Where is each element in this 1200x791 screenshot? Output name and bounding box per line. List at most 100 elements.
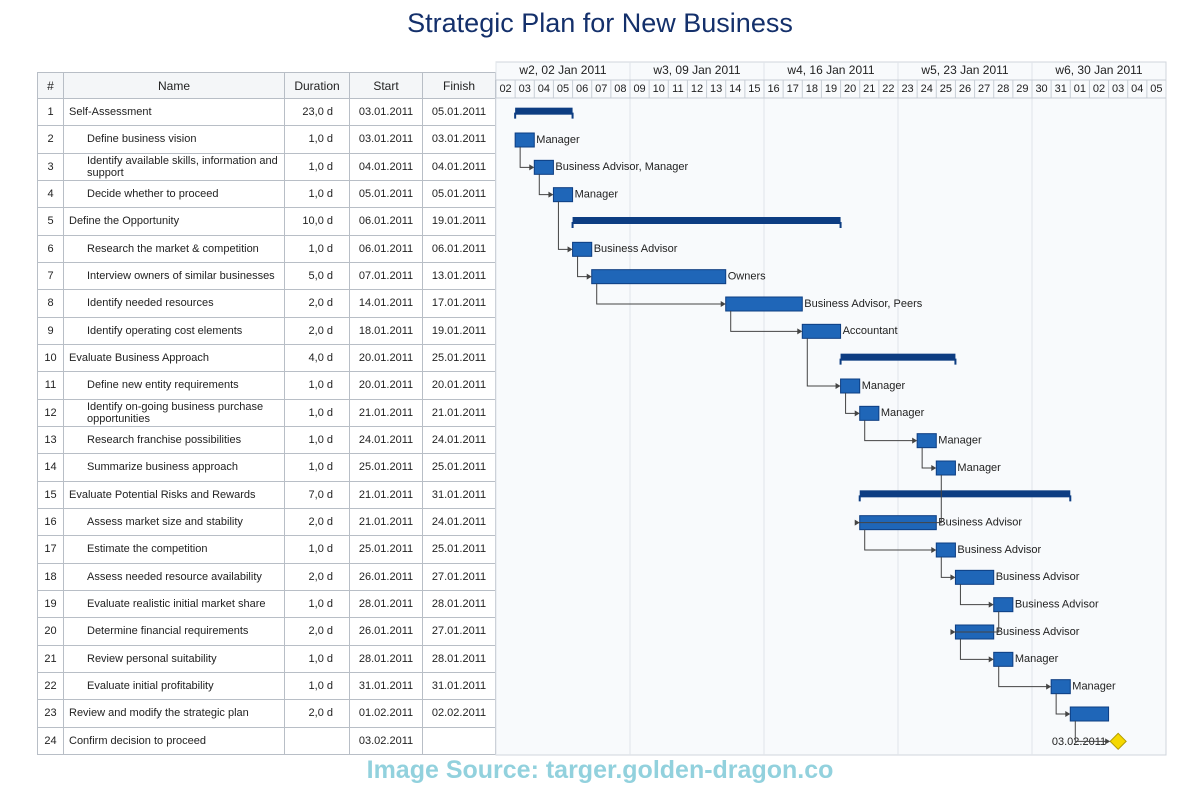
cell-name: Summarize business approach	[64, 454, 285, 482]
cell-start: 05.01.2011	[350, 181, 423, 209]
cell-start: 03.02.2011	[350, 727, 423, 755]
dependency	[596, 283, 725, 305]
cell-name: Confirm decision to proceed	[64, 727, 285, 755]
day-label: 22	[882, 83, 894, 95]
day-label: 24	[921, 83, 933, 95]
day-label: 05	[1150, 83, 1162, 95]
day-label: 07	[595, 83, 607, 95]
cell-id: 1	[37, 99, 64, 127]
summary-cap	[858, 495, 1072, 502]
column-header: Name	[64, 72, 285, 99]
cell-start: 20.01.2011	[350, 345, 423, 373]
cell-name: Assess market size and stability	[64, 509, 285, 537]
resource-label: Business Advisor	[1015, 599, 1099, 611]
cell-start: 04.01.2011	[350, 153, 423, 181]
cell-name: Evaluate realistic initial market share	[64, 591, 285, 619]
cell-id: 15	[37, 481, 64, 509]
cell-duration: 1,0 d	[285, 673, 350, 701]
day-label: 02	[499, 83, 511, 95]
day-label: 20	[844, 83, 856, 95]
dependency	[921, 447, 936, 469]
day-label: 23	[901, 83, 913, 95]
cell-name: Interview owners of similar businesses	[64, 263, 285, 291]
week-label: w6, 30 Jan 2011	[1054, 63, 1143, 77]
dependency-arrow	[835, 383, 841, 389]
cell-duration: 1,0 d	[285, 235, 350, 263]
dependency	[940, 557, 955, 578]
cell-start: 14.01.2011	[350, 290, 423, 318]
dependency	[519, 147, 534, 168]
cell-name: Assess needed resource availability	[64, 563, 285, 591]
day-label: 21	[863, 83, 875, 95]
resource-label: Business Advisor	[996, 571, 1080, 583]
resource-label: Business Advisor, Peers	[804, 298, 923, 310]
task-bar	[533, 159, 554, 175]
dependency-arrow	[854, 519, 860, 526]
cell-start: 21.01.2011	[350, 399, 423, 427]
dependency	[538, 174, 553, 196]
resource-label: Manager	[575, 189, 619, 201]
milestone	[1109, 732, 1127, 751]
cell-start: 18.01.2011	[350, 317, 423, 345]
task-bar	[916, 433, 937, 449]
cell-name: Evaluate Potential Risks and Rewards	[64, 481, 285, 509]
cell-id: 13	[37, 427, 64, 455]
day-label: 25	[940, 83, 952, 95]
dependency-arrow	[950, 574, 956, 581]
summary-bar	[572, 217, 841, 224]
cell-id: 14	[37, 454, 64, 482]
resource-label: Owners	[728, 271, 766, 283]
watermark: Image Source: targer.golden-dragon.co	[366, 756, 834, 784]
cell-duration: 1,0 d	[285, 645, 350, 673]
dependency	[858, 475, 942, 524]
cell-start: 07.01.2011	[350, 263, 423, 291]
milestone-label: 03.02.2011	[1052, 736, 1106, 748]
dependency-arrow	[1046, 683, 1052, 690]
resource-label: Business Advisor	[594, 243, 678, 255]
day-label: 27	[978, 83, 990, 95]
cell-start: 28.01.2011	[350, 645, 423, 673]
task-bar	[993, 597, 1014, 613]
cell-start: 25.01.2011	[350, 536, 423, 564]
task-bar	[993, 651, 1014, 667]
task-bar	[514, 132, 535, 148]
cell-name: Evaluate initial profitability	[64, 673, 285, 701]
day-label: 11	[672, 83, 683, 95]
resource-label: Business Advisor	[957, 544, 1041, 556]
column-header: #	[37, 72, 64, 99]
cell-name: Review and modify the strategic plan	[64, 700, 285, 728]
cell-duration: 2,0 d	[285, 563, 350, 591]
summary-bar	[840, 353, 956, 361]
cell-id: 17	[37, 536, 64, 564]
cell-name: Determine financial requirements	[64, 618, 285, 646]
dependency-arrow	[586, 273, 592, 280]
cell-id: 11	[37, 372, 64, 400]
cell-name: Self-Assessment	[64, 99, 285, 127]
resource-label: Accountant	[843, 325, 898, 337]
cell-start: 20.01.2011	[350, 372, 423, 400]
cell-duration: 5,0 d	[285, 263, 350, 291]
cell-duration: 7,0 d	[285, 481, 350, 509]
summary-cap	[514, 112, 574, 119]
cell-id: 21	[37, 645, 64, 673]
resource-label: Manager	[536, 134, 580, 146]
cell-start: 06.01.2011	[350, 208, 423, 236]
cell-name: Define the Opportunity	[64, 208, 285, 236]
day-label: 13	[710, 83, 722, 95]
cell-id: 6	[37, 235, 64, 263]
cell-id: 4	[37, 181, 64, 209]
cell-duration: 1,0 d	[285, 181, 350, 209]
cell-start: 21.01.2011	[350, 509, 423, 537]
cell-duration: 2,0 d	[285, 700, 350, 728]
cell-duration: 1,0 d	[285, 153, 350, 181]
summary-cap	[839, 358, 957, 365]
cell-id: 10	[37, 345, 64, 373]
day-label: 03	[519, 83, 531, 95]
cell-duration: 1,0 d	[285, 536, 350, 564]
cell-start: 03.01.2011	[350, 99, 423, 127]
task-bar	[954, 569, 995, 585]
day-label: 14	[729, 83, 741, 95]
cell-start: 21.01.2011	[350, 481, 423, 509]
dependency	[998, 666, 1051, 688]
